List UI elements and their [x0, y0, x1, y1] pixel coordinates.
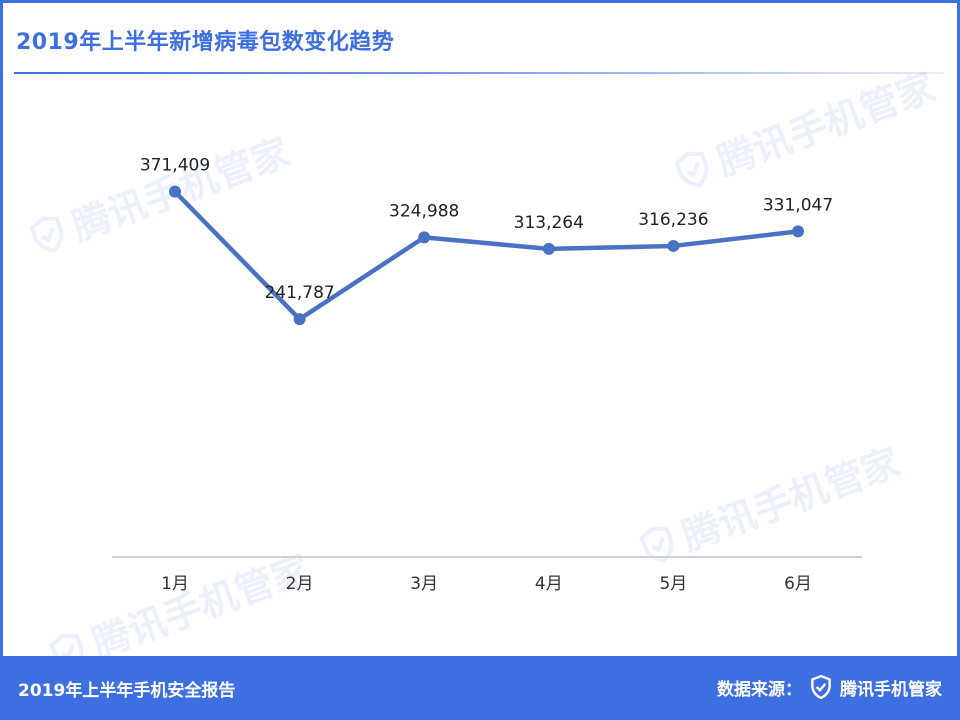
x-tick-label: 1月 — [161, 574, 189, 594]
x-tick-label: 4月 — [535, 574, 563, 594]
data-label: 316,236 — [638, 210, 708, 230]
title-divider — [14, 72, 944, 74]
x-tick-label: 3月 — [410, 574, 438, 594]
footer-bar: 2019年上半年手机安全报告 数据来源： 腾讯手机管家 — [0, 656, 960, 720]
chart-title: 2019年上半年新增病毒包数变化趋势 — [16, 30, 395, 55]
x-tick-label: 6月 — [784, 574, 812, 594]
report-name: 2019年上半年手机安全报告 — [18, 681, 236, 701]
data-point — [542, 242, 555, 255]
shield-check-icon — [811, 674, 831, 700]
series-line — [172, 189, 801, 322]
data-point — [293, 313, 306, 326]
data-label: 241,787 — [264, 283, 334, 303]
x-tick-label: 5月 — [659, 574, 687, 594]
line-chart: 1月 2月 3月 4月 5月 6月 371,409 241,787 324,988 313,264… — [112, 156, 862, 594]
data-label: 331,047 — [763, 195, 833, 215]
data-source: 数据来源： 腾讯手机管家 — [717, 674, 942, 700]
data-point — [792, 225, 804, 238]
brand-name: 腾讯手机管家 — [840, 679, 942, 700]
data-label: 324,988 — [389, 201, 459, 221]
data-point — [667, 239, 680, 252]
source-label: 数据来源： — [717, 679, 802, 700]
data-point — [169, 185, 181, 198]
data-point — [418, 231, 431, 244]
data-label: 371,409 — [140, 156, 210, 176]
x-tick-label: 2月 — [286, 574, 314, 594]
data-label: 313,264 — [514, 213, 584, 233]
